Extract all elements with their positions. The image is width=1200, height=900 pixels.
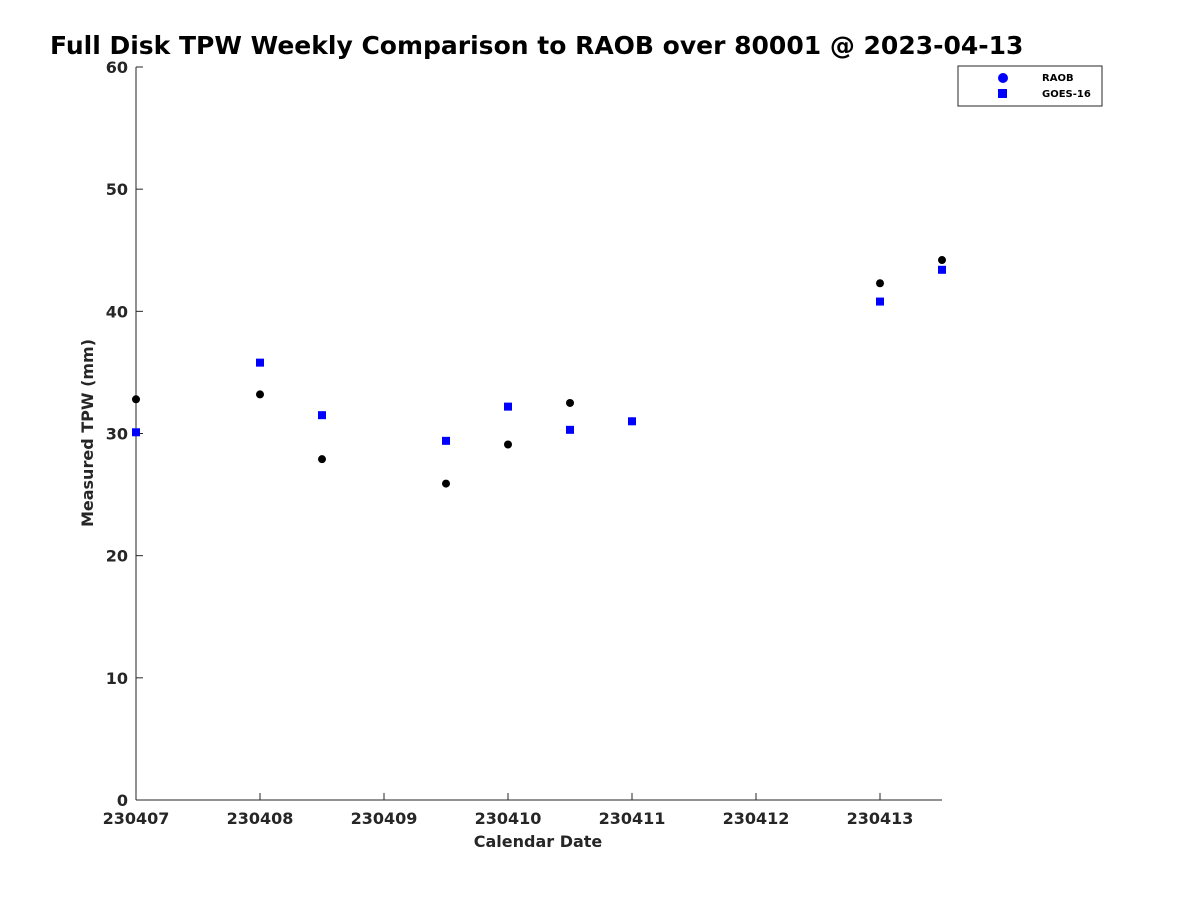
point-goes16 [504, 402, 512, 411]
point-goes16 [442, 436, 450, 445]
y-axis-ticks: 0 10 20 30 40 50 60 [106, 58, 143, 810]
legend: RAOB GOES-16 [957, 65, 1103, 107]
x-tick-label: 230413 [847, 809, 914, 828]
point-raob [442, 479, 450, 488]
point-goes16 [132, 428, 140, 437]
y-tick-label: 40 [106, 302, 128, 321]
legend-box [957, 65, 1103, 107]
plot-background [136, 67, 942, 800]
point-raob [318, 455, 326, 464]
point-goes16 [628, 417, 636, 426]
y-tick-label: 20 [106, 547, 128, 566]
chart-title: Full Disk TPW Weekly Comparison to RAOB … [50, 31, 1023, 60]
y-tick-label: 60 [106, 58, 128, 77]
x-tick-label: 230412 [723, 809, 790, 828]
point-raob [566, 398, 574, 407]
point-goes16 [566, 425, 574, 434]
point-goes16 [318, 411, 326, 420]
legend-marker-goes16 [998, 89, 1007, 98]
y-axis-label: Measured TPW (mm) [78, 339, 97, 527]
legend-label-goes16: GOES-16 [1042, 89, 1091, 100]
point-goes16 [938, 265, 946, 274]
data-points [132, 256, 946, 488]
legend-marker-raob [998, 73, 1008, 83]
legend-label-raob: RAOB [1042, 73, 1074, 84]
plot-area [135, 67, 942, 801]
point-raob [504, 440, 512, 449]
point-raob [938, 256, 946, 265]
x-tick-label: 230408 [227, 809, 294, 828]
y-tick-label: 10 [106, 669, 128, 688]
x-tick-label: 230407 [103, 809, 170, 828]
y-tick-label: 30 [106, 425, 128, 444]
y-tick-label: 50 [106, 180, 128, 199]
point-goes16 [876, 297, 884, 306]
x-tick-label: 230409 [351, 809, 418, 828]
x-tick-label: 230411 [599, 809, 666, 828]
x-tick-label: 230410 [475, 809, 542, 828]
point-raob [876, 279, 884, 288]
y-tick-label: 0 [117, 791, 128, 810]
x-axis-ticks: 230407 230408 230409 230410 230411 230412 2304… [103, 793, 914, 828]
point-goes16 [256, 358, 264, 367]
x-axis-label: Calendar Date [474, 832, 603, 851]
point-raob [256, 390, 264, 399]
point-raob [132, 395, 140, 404]
